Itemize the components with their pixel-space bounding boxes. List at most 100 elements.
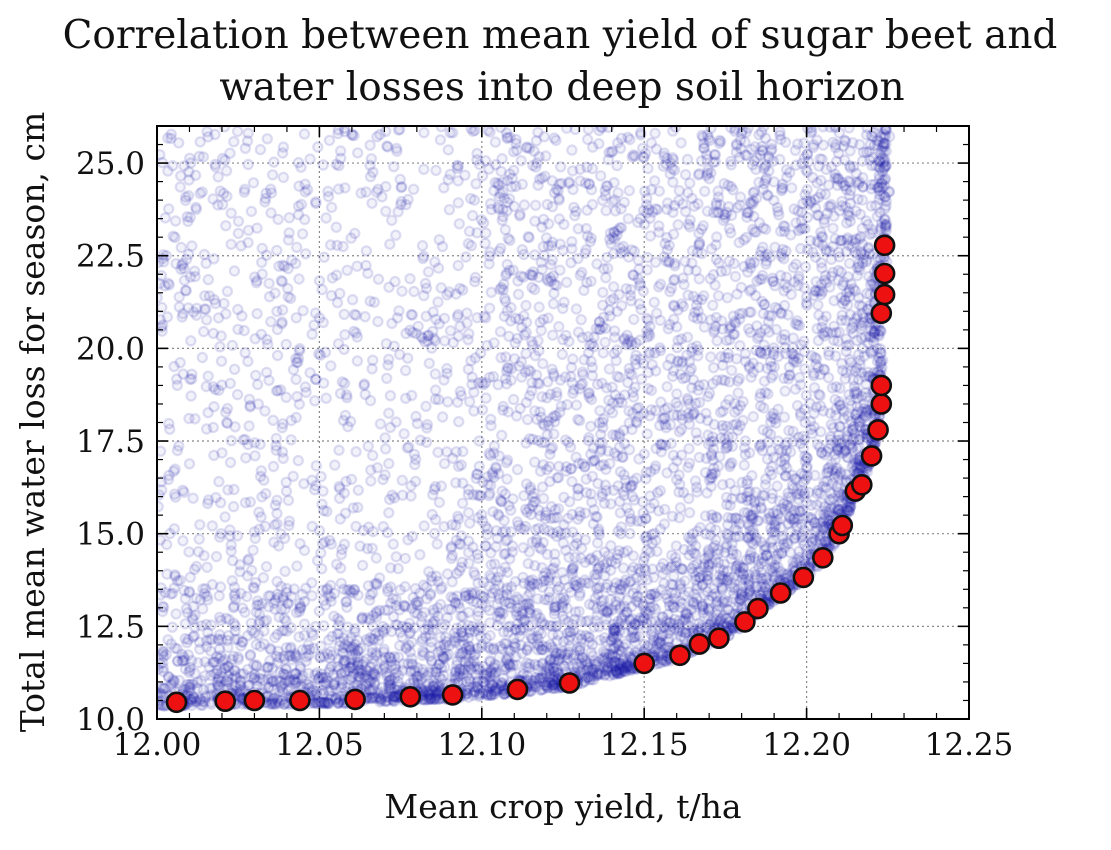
candidate-point [795,321,804,330]
candidate-point [876,349,885,358]
candidate-point [486,451,495,460]
candidate-point [727,366,736,375]
candidate-point [199,327,208,336]
candidate-point [662,468,671,477]
candidate-point [562,278,571,287]
candidate-point [625,186,634,195]
candidate-point [303,185,312,194]
candidate-point [415,550,424,559]
candidate-point [676,503,685,512]
candidate-point [353,262,362,271]
candidate-point [858,196,867,205]
candidate-point [760,341,769,350]
candidate-point [202,259,211,268]
candidate-point [685,508,694,517]
candidate-point [294,632,303,641]
candidate-point [625,529,634,538]
candidate-point [349,131,358,140]
candidate-point [598,423,607,432]
candidate-point [56,704,65,713]
candidate-point [544,219,553,228]
candidate-point [670,201,679,210]
candidate-point [743,476,752,485]
candidate-point [411,584,420,593]
candidate-point [675,513,684,522]
candidate-point [420,521,429,530]
candidate-point [810,471,819,480]
candidate-point [818,155,827,164]
candidate-point [373,463,382,472]
candidate-point [498,487,507,496]
candidate-point [642,532,651,541]
candidate-point [296,163,305,172]
candidate-point [572,304,581,313]
candidate-point [498,216,507,225]
candidate-point [227,240,236,249]
candidate-point [549,299,558,308]
candidate-point [311,199,320,208]
candidate-point [268,170,277,179]
candidate-point [501,271,510,280]
candidate-point [766,412,775,421]
candidate-point [438,412,447,421]
candidate-point [598,288,607,297]
candidate-point [526,510,535,519]
candidate-point [266,208,275,217]
candidate-point [596,171,605,180]
candidate-point [448,454,457,463]
candidate-point [528,161,537,170]
candidate-point [264,376,273,385]
candidate-point [526,367,535,376]
candidate-point [709,363,718,372]
candidate-point [454,176,463,185]
candidate-point [225,525,234,534]
candidate-point [837,197,846,206]
candidate-point [216,187,225,196]
candidate-point [195,520,204,529]
candidate-point [373,185,382,194]
candidate-point [760,377,769,386]
candidate-point [678,274,687,283]
candidate-point [719,216,728,225]
candidate-point [366,172,375,181]
candidate-point [697,295,706,304]
candidate-point [651,129,660,138]
candidate-point [187,391,196,400]
candidate-point [581,249,590,258]
candidate-point [295,344,304,353]
candidate-point [846,358,855,367]
candidate-point [615,429,624,438]
candidate-point [684,444,693,453]
candidate-point [846,396,855,405]
candidate-point [757,275,766,284]
candidate-point [614,398,623,407]
candidate-point [699,133,708,142]
candidate-point [278,148,287,157]
candidate-point [241,498,250,507]
candidate-point [470,277,479,286]
candidate-point [714,291,723,300]
candidate-point [611,206,620,215]
candidate-point [568,166,577,175]
candidate-point [732,148,741,157]
candidate-point [545,587,554,596]
candidate-point [297,200,306,209]
candidate-point [96,689,105,698]
chart-title-line-1: Correlation between mean yield of sugar … [63,13,1058,58]
candidate-point [690,408,699,417]
candidate-point [747,285,756,294]
candidate-point [334,446,343,455]
candidate-point [642,314,651,323]
candidate-point [609,294,618,303]
candidate-point [465,397,474,406]
candidate-point [806,236,815,245]
candidate-point [485,259,494,268]
candidate-point [158,327,167,336]
candidate-point [613,161,622,170]
candidate-point [262,335,271,344]
candidate-point [335,484,344,493]
candidate-point [63,707,72,716]
candidate-point [440,336,449,345]
candidate-point [451,521,460,530]
candidate-point [554,473,563,482]
